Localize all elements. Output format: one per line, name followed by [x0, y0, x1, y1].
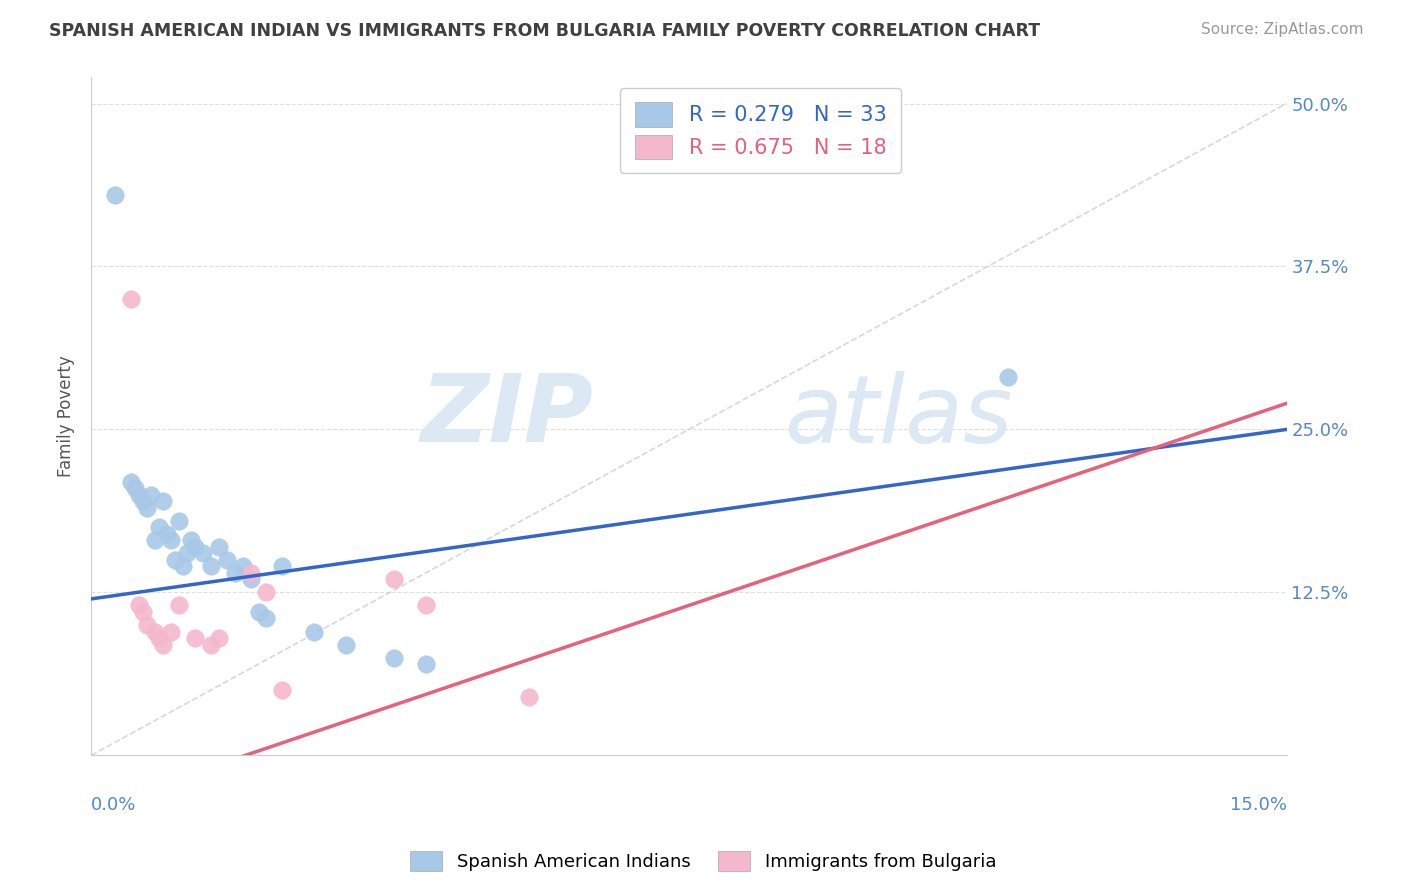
- Point: [271, 559, 294, 574]
- Point: [128, 488, 150, 502]
- Point: [382, 572, 405, 586]
- Point: [172, 559, 194, 574]
- Point: [239, 566, 262, 580]
- Point: [184, 540, 207, 554]
- Legend: Spanish American Indians, Immigrants from Bulgaria: Spanish American Indians, Immigrants fro…: [402, 844, 1004, 879]
- Text: 15.0%: 15.0%: [1230, 796, 1286, 814]
- Point: [256, 585, 278, 599]
- Point: [191, 546, 214, 560]
- Y-axis label: Family Poverty: Family Poverty: [58, 356, 75, 477]
- Point: [167, 514, 190, 528]
- Legend: R = 0.279   N = 33, R = 0.675   N = 18: R = 0.279 N = 33, R = 0.675 N = 18: [620, 87, 901, 173]
- Point: [239, 572, 262, 586]
- Text: atlas: atlas: [785, 371, 1012, 462]
- Point: [143, 533, 166, 548]
- Point: [415, 657, 437, 671]
- Point: [184, 631, 207, 645]
- Point: [382, 650, 405, 665]
- Point: [148, 631, 170, 645]
- Point: [335, 638, 357, 652]
- Point: [304, 624, 326, 639]
- Point: [139, 488, 162, 502]
- Text: ZIP: ZIP: [420, 370, 593, 462]
- Point: [224, 566, 246, 580]
- Point: [200, 638, 222, 652]
- Text: Source: ZipAtlas.com: Source: ZipAtlas.com: [1201, 22, 1364, 37]
- Point: [163, 553, 186, 567]
- Point: [160, 533, 183, 548]
- Point: [208, 540, 231, 554]
- Point: [120, 475, 142, 489]
- Point: [124, 481, 146, 495]
- Point: [132, 605, 155, 619]
- Point: [232, 559, 254, 574]
- Point: [200, 559, 222, 574]
- Point: [156, 526, 179, 541]
- Point: [180, 533, 202, 548]
- Point: [143, 624, 166, 639]
- Point: [104, 187, 127, 202]
- Point: [215, 553, 238, 567]
- Point: [136, 618, 159, 632]
- Point: [120, 292, 142, 306]
- Point: [160, 624, 183, 639]
- Point: [136, 500, 159, 515]
- Point: [997, 370, 1019, 384]
- Point: [271, 683, 294, 698]
- Point: [256, 611, 278, 625]
- Point: [128, 599, 150, 613]
- Point: [132, 494, 155, 508]
- Point: [415, 599, 437, 613]
- Point: [152, 638, 174, 652]
- Point: [519, 690, 541, 704]
- Point: [148, 520, 170, 534]
- Point: [208, 631, 231, 645]
- Text: SPANISH AMERICAN INDIAN VS IMMIGRANTS FROM BULGARIA FAMILY POVERTY CORRELATION C: SPANISH AMERICAN INDIAN VS IMMIGRANTS FR…: [49, 22, 1040, 40]
- Point: [176, 546, 198, 560]
- Point: [247, 605, 270, 619]
- Point: [167, 599, 190, 613]
- Text: 0.0%: 0.0%: [91, 796, 136, 814]
- Point: [152, 494, 174, 508]
